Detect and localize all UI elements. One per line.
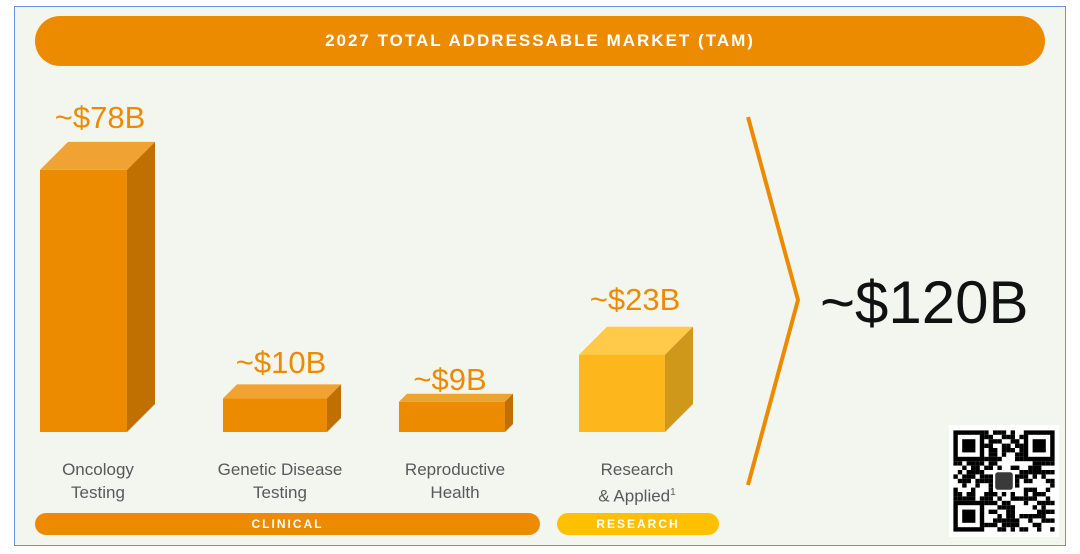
value-label: ~$78B (54, 100, 146, 135)
bar-side (327, 384, 341, 432)
category-label: Reproductive Health (404, 460, 506, 502)
bar-side (127, 141, 155, 433)
bar (40, 169, 127, 433)
value-label: ~$10B (235, 345, 327, 380)
bar (579, 354, 665, 432)
bar-top (399, 393, 513, 402)
category-label: Genetic Disease Testing (217, 460, 343, 502)
group-pill-clinical: CLINICAL (35, 513, 540, 535)
bar (399, 401, 505, 432)
bar-top (40, 141, 155, 170)
chart-title-banner: 2027 TOTAL ADDRESSABLE MARKET (TAM) (35, 16, 1045, 66)
footnote-marker: 1 (670, 487, 676, 498)
bar-side (665, 326, 693, 432)
category-label: Research & Applied1 (598, 460, 676, 506)
bar (223, 398, 327, 432)
category-label: Oncology Testing (62, 460, 134, 502)
slide-frame (14, 6, 1066, 546)
bar-top (223, 384, 341, 399)
bar-side (505, 393, 513, 432)
bar-top (579, 326, 693, 355)
value-label: ~$9B (413, 362, 487, 397)
group-pill-research: RESEARCH (557, 513, 719, 535)
total-brace (746, 116, 801, 486)
total-value: ~$120B (820, 269, 1029, 336)
qr-code-image (949, 425, 1059, 537)
value-label: ~$23B (589, 282, 681, 317)
